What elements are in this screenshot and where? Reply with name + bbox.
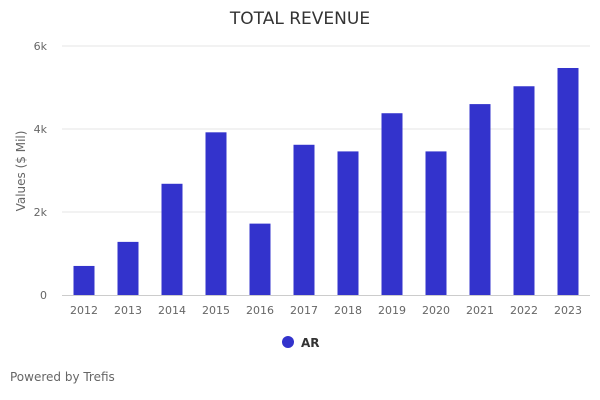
x-tick-label: 2023: [554, 304, 582, 317]
bar-2017[interactable]: [293, 144, 315, 295]
gridlines: [62, 45, 590, 213]
bars: [73, 67, 579, 296]
bar-2018[interactable]: [337, 151, 359, 295]
y-axis-ticks: 0 2k 4k 6k: [34, 40, 48, 302]
x-tick-label: 2017: [290, 304, 318, 317]
x-tick-label: 2019: [378, 304, 406, 317]
x-tick-label: 2020: [422, 304, 450, 317]
bar-2021[interactable]: [469, 104, 491, 295]
bar-2014[interactable]: [161, 183, 183, 295]
x-tick-label: 2021: [466, 304, 494, 317]
bar-2013[interactable]: [117, 241, 139, 295]
bar-2020[interactable]: [425, 151, 447, 295]
y-tick-label: 6k: [34, 40, 48, 53]
bar-2019[interactable]: [381, 113, 403, 295]
x-tick-label: 2016: [246, 304, 274, 317]
x-tick-label: 2014: [158, 304, 186, 317]
legend-marker-ar[interactable]: [282, 336, 294, 348]
legend[interactable]: AR: [282, 336, 320, 350]
bar-2012[interactable]: [73, 265, 95, 295]
x-axis-ticks: 2012 2013 2014 2015 2016 2017 2018 2019 2020 2021…: [70, 304, 582, 317]
y-axis-label: Values ($ Mil): [14, 131, 28, 212]
y-tick-label: 4k: [34, 123, 48, 136]
powered-by-credit[interactable]: Powered by Trefis: [10, 370, 115, 384]
x-tick-label: 2012: [70, 304, 98, 317]
bar-2022[interactable]: [513, 86, 535, 295]
legend-label-ar[interactable]: AR: [301, 336, 320, 350]
bar-2016[interactable]: [249, 223, 271, 295]
x-tick-label: 2018: [334, 304, 362, 317]
y-tick-label: 0: [40, 289, 47, 302]
x-tick-label: 2015: [202, 304, 230, 317]
bar-2023[interactable]: [557, 67, 579, 296]
x-tick-label: 2013: [114, 304, 142, 317]
bar-2015[interactable]: [205, 132, 227, 295]
x-tick-label: 2022: [510, 304, 538, 317]
y-tick-label: 2k: [34, 206, 48, 219]
chart-title: TOTAL REVENUE: [229, 9, 370, 29]
